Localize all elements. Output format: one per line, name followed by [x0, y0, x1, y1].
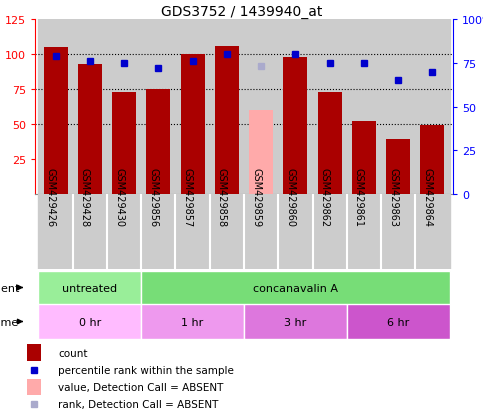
Text: GSM429426: GSM429426 — [45, 167, 56, 226]
Text: GSM429861: GSM429861 — [354, 167, 364, 226]
Text: rank, Detection Call = ABSENT: rank, Detection Call = ABSENT — [58, 399, 218, 409]
Bar — [244, 195, 278, 269]
Text: count: count — [58, 348, 87, 358]
Bar — [415, 20, 450, 195]
Text: untreated: untreated — [62, 283, 117, 293]
Bar — [39, 271, 141, 304]
Bar — [78, 65, 102, 195]
Bar — [313, 195, 347, 269]
Text: GDS3752 / 1439940_at: GDS3752 / 1439940_at — [161, 5, 322, 19]
Text: GSM429860: GSM429860 — [285, 167, 296, 226]
Bar — [39, 195, 72, 269]
Bar — [386, 140, 410, 195]
Text: GSM429430: GSM429430 — [114, 167, 124, 226]
Text: concanavalin A: concanavalin A — [253, 283, 338, 293]
Bar — [318, 93, 341, 195]
Text: GSM429863: GSM429863 — [388, 167, 398, 226]
Bar — [175, 20, 210, 195]
Bar — [249, 111, 273, 195]
Text: GSM429856: GSM429856 — [148, 167, 158, 226]
Text: GSM429864: GSM429864 — [423, 167, 432, 226]
Bar — [244, 304, 347, 339]
Bar — [27, 379, 41, 396]
Bar — [112, 93, 136, 195]
Bar — [141, 20, 175, 195]
Bar — [141, 195, 175, 269]
Bar — [210, 195, 244, 269]
Bar — [146, 90, 170, 195]
Text: 3 hr: 3 hr — [284, 317, 307, 327]
Bar — [415, 195, 450, 269]
Bar — [381, 195, 415, 269]
Bar — [381, 20, 415, 195]
Bar — [278, 195, 313, 269]
Text: time: time — [0, 317, 19, 327]
Bar — [244, 20, 278, 195]
Bar — [284, 58, 307, 195]
Text: GSM429859: GSM429859 — [251, 167, 261, 226]
Text: percentile rank within the sample: percentile rank within the sample — [58, 365, 234, 375]
Text: 6 hr: 6 hr — [387, 317, 409, 327]
Bar — [43, 48, 68, 195]
Bar — [181, 55, 205, 195]
Bar — [347, 304, 450, 339]
Text: GSM429428: GSM429428 — [80, 167, 90, 226]
Text: GSM429857: GSM429857 — [183, 167, 193, 226]
Bar — [175, 195, 210, 269]
Text: 1 hr: 1 hr — [182, 317, 204, 327]
Bar — [313, 20, 347, 195]
Bar — [278, 20, 313, 195]
Text: GSM429862: GSM429862 — [320, 167, 330, 226]
Bar — [27, 344, 41, 361]
Bar — [72, 20, 107, 195]
Bar — [347, 195, 381, 269]
Bar — [347, 20, 381, 195]
Bar — [107, 20, 141, 195]
Text: 0 hr: 0 hr — [79, 317, 101, 327]
Bar — [352, 122, 376, 195]
Text: GSM429858: GSM429858 — [217, 167, 227, 226]
Bar — [39, 20, 72, 195]
Bar — [420, 126, 444, 195]
Bar — [215, 47, 239, 195]
Text: agent: agent — [0, 283, 19, 293]
Bar — [141, 304, 244, 339]
Text: value, Detection Call = ABSENT: value, Detection Call = ABSENT — [58, 382, 223, 392]
Bar — [141, 271, 450, 304]
Bar — [210, 20, 244, 195]
Bar — [39, 304, 141, 339]
Bar — [72, 195, 107, 269]
Bar — [107, 195, 141, 269]
